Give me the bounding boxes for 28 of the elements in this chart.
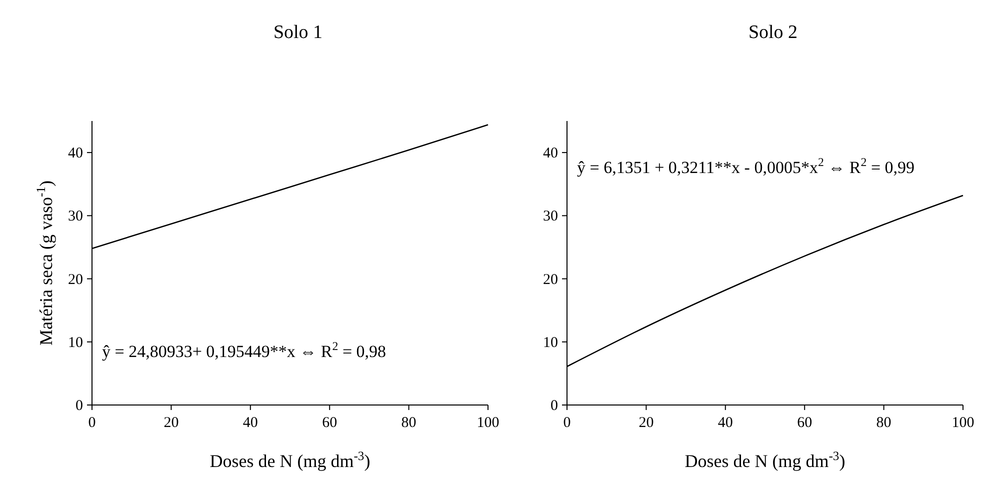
y-tick-label: 0 [76, 398, 83, 414]
y-tick-label: 40 [68, 146, 83, 162]
x-tick-label: 100 [952, 415, 974, 431]
x-tick-label: 20 [638, 415, 654, 431]
x-tick-label: 0 [563, 415, 571, 431]
x-tick-label: 40 [242, 415, 258, 431]
x-axis-title: Doses de N (mg dm$^{-3}$) [684, 449, 846, 471]
y-tick-label: 10 [543, 334, 558, 351]
y-tick-label: 30 [68, 208, 83, 225]
y-tick-label: 10 [68, 334, 83, 351]
chart-title: Solo 2 [748, 22, 798, 43]
y-tick-label: 40 [543, 146, 558, 162]
y-tick-label: 30 [543, 208, 558, 225]
x-tick-label: 60 [797, 415, 812, 431]
x-tick-label: 60 [322, 415, 338, 431]
y-tick-label: 20 [543, 272, 558, 288]
annotation: ŷ = 24,80933+ 0,195449**x ⇔ R$^{2}$ = 0,98 [102, 339, 386, 361]
x-tick-label: 20 [164, 415, 179, 431]
x-tick-label: 80 [876, 415, 892, 431]
annotation: ŷ = 6,1351 + 0,3211**x - 0,0005*x$^{2}$ ⇔ R$^{2}$ = 0,99 [577, 155, 915, 177]
x-tick-label: 80 [401, 415, 416, 431]
x-tick-label: 40 [718, 415, 733, 431]
x-tick-label: 0 [88, 415, 96, 431]
y-tick-label: 20 [68, 272, 83, 288]
chart-title: Solo 1 [273, 22, 323, 43]
y-tick-label: 0 [550, 398, 558, 414]
x-axis-title: Doses de N (mg dm$^{-3}$) [210, 449, 370, 471]
x-tick-label: 100 [476, 415, 500, 431]
